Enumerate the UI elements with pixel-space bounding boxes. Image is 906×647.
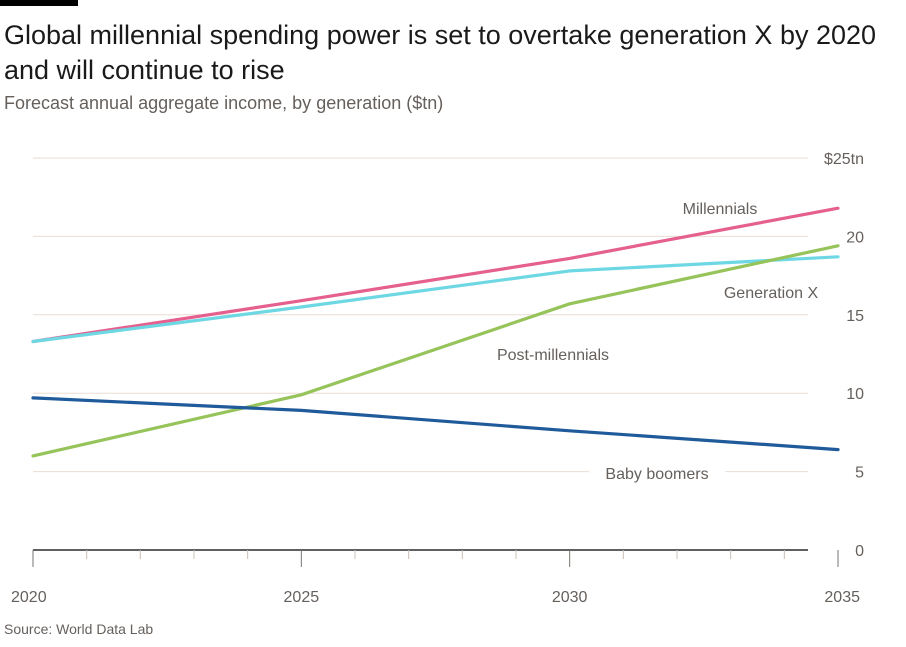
y-tick-label-0: 0 <box>855 543 864 560</box>
x-tick-label-2030: 2030 <box>552 589 588 606</box>
series-line-post-millennials <box>31 244 840 458</box>
x-tick-label-2020: 2020 <box>11 589 47 606</box>
series-label-post-millennials: Post-millennials <box>497 347 609 364</box>
series-label-bg-baby-boomers <box>589 462 725 486</box>
y-tick-label-25: $25tn <box>824 151 864 168</box>
series-line-millennials <box>31 206 840 344</box>
y-tick-label-10: 10 <box>846 386 864 403</box>
chart-subtitle: Forecast annual aggregate income, by gen… <box>4 93 444 113</box>
series-labels: Millennials Generation X Post-millennials B… <box>497 201 818 486</box>
series-line-generation-x <box>31 255 840 344</box>
series-label-generation-x: Generation X <box>724 285 819 302</box>
y-axis-labels: 0 5 10 15 20 $25tn <box>824 151 864 560</box>
chart-title: Global millennial spending power is set … <box>4 20 877 85</box>
source-note: Source: World Data Lab <box>4 621 154 637</box>
y-tick-label-5: 5 <box>855 465 864 482</box>
x-tick-label-2035: 2035 <box>824 589 860 606</box>
series-lines <box>31 206 840 458</box>
brand-top-bar <box>0 0 78 6</box>
series-label-millennials: Millennials <box>683 201 758 218</box>
y-tick-label-20: 20 <box>846 229 864 246</box>
y-tick-label-15: 15 <box>846 308 864 325</box>
x-tick-label-2025: 2025 <box>284 589 320 606</box>
x-axis: 2020 2025 2030 2035 <box>11 550 860 606</box>
series-line-baby-boomers <box>31 396 840 452</box>
series-label-baby-boomers: Baby boomers <box>605 466 708 483</box>
